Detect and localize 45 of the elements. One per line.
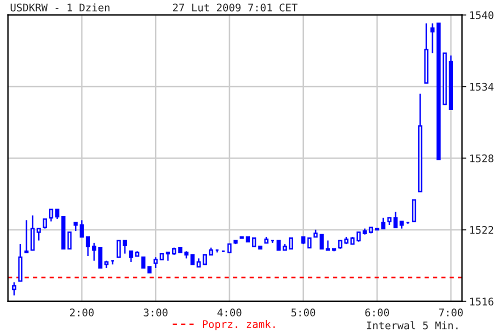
candlestick [92, 242, 96, 262]
x-tick-label: 3:00 [144, 308, 168, 316]
candlestick [116, 240, 121, 258]
candlestick [393, 211, 398, 228]
candlestick [80, 220, 84, 238]
candlestick [288, 237, 294, 250]
candlestick [430, 22, 435, 54]
candlestick [67, 231, 72, 250]
candlestick [55, 208, 60, 220]
y-tick-label: 1516 [470, 298, 494, 306]
text: Interwal 5 Min. [366, 321, 458, 330]
candlestick [202, 254, 207, 266]
candlestick [48, 208, 54, 222]
candlestick [98, 246, 102, 269]
candlestick [154, 256, 158, 269]
x-tick-label: 4:00 [217, 308, 242, 316]
candlestick [122, 240, 127, 254]
candlestick [18, 243, 22, 282]
candlestick [276, 240, 281, 251]
chart-title: USDKRW - 1 Dzien [10, 3, 110, 12]
candlestick [24, 220, 29, 254]
candlestick [86, 236, 90, 257]
candlestick [307, 237, 312, 248]
candlestick [412, 199, 416, 222]
x-tick-label: 7:00 [439, 308, 463, 316]
x-tick-label: 6:00 [365, 308, 389, 316]
candlestick [12, 282, 16, 296]
candlestick [128, 250, 134, 263]
y-tick-label: 1528 [470, 154, 494, 162]
chart-subtitle: 27 Lut 2009 7:01 CET [173, 4, 298, 12]
candlestick [42, 218, 47, 230]
candlestick [36, 228, 41, 242]
candlestick [356, 231, 361, 242]
x-tick-label: 5:00 [291, 308, 316, 316]
x-tick-label: 2:00 [70, 308, 94, 316]
y-tick-label: 1540 [470, 11, 494, 20]
y-tick-label: 1534 [470, 82, 494, 91]
candlestick [326, 240, 330, 251]
y-tick-label: 1522 [470, 226, 494, 234]
candlestick [381, 217, 386, 230]
candlestick [320, 234, 324, 250]
candlestick [30, 214, 35, 251]
legend-label: Poprz. zamk. [202, 320, 275, 330]
candlestick [190, 254, 195, 266]
candlestick [141, 256, 146, 269]
